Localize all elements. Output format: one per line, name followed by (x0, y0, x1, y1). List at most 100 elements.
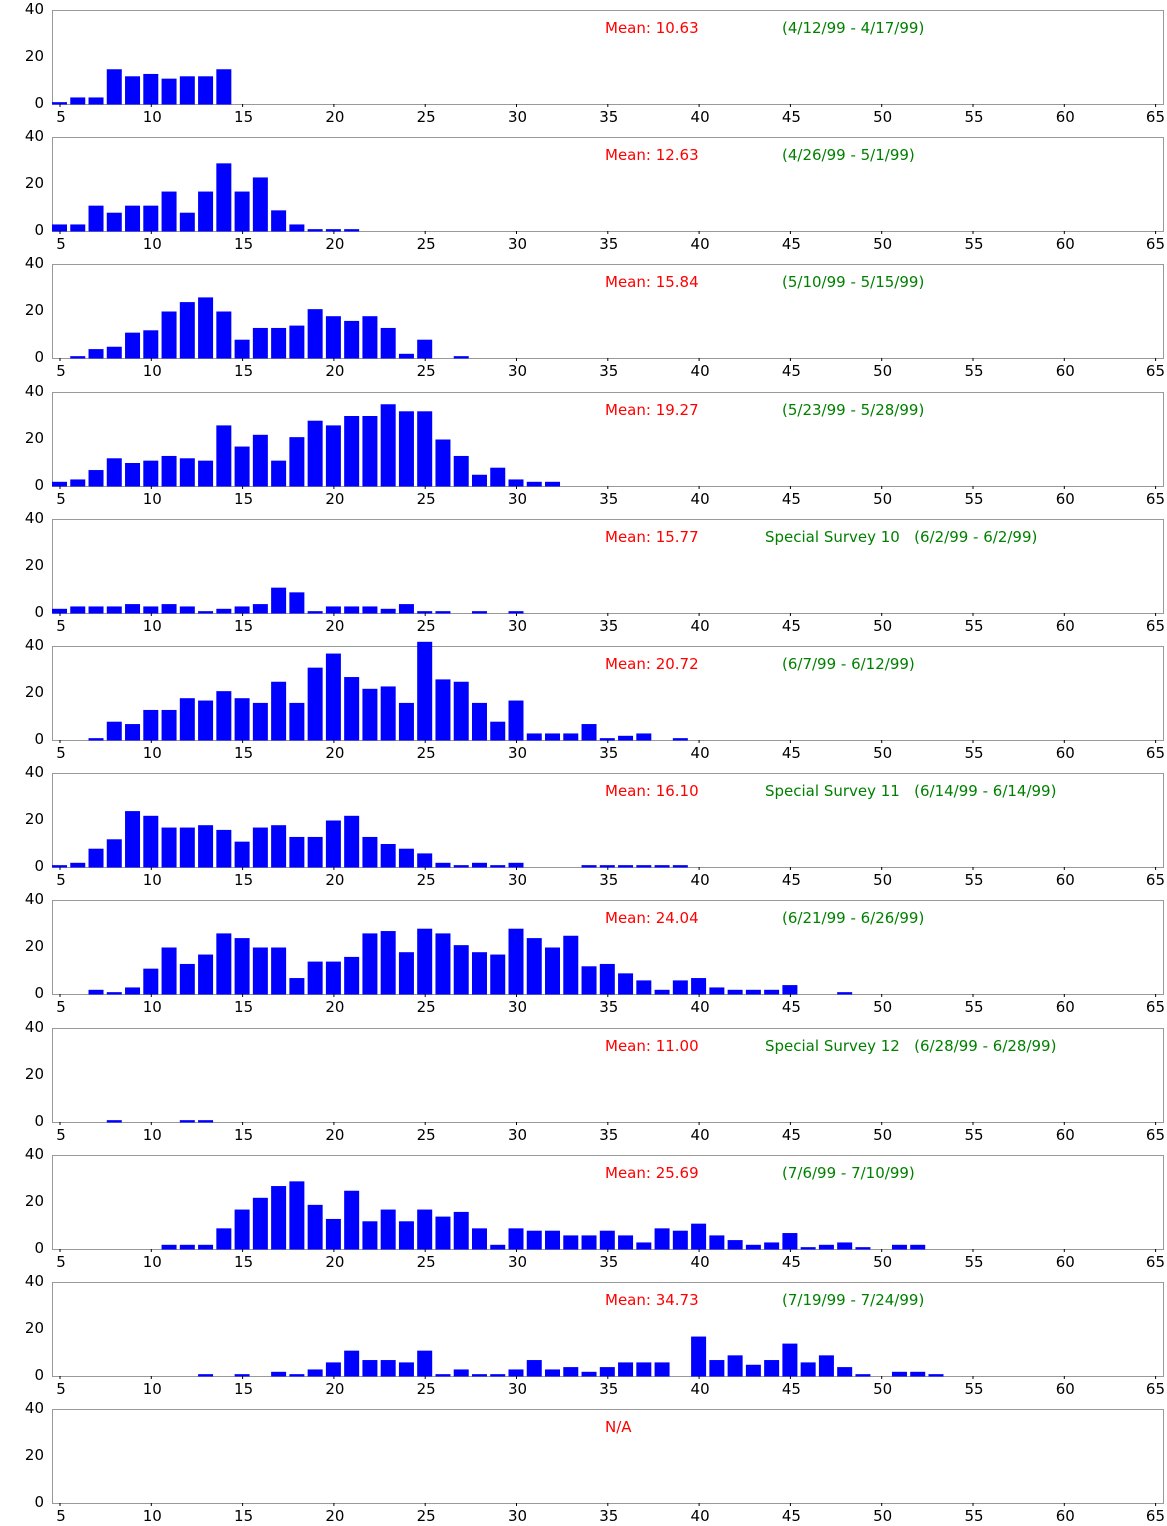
histogram-bar (70, 479, 85, 486)
x-tick-label: 25 (417, 617, 436, 635)
histogram-bar (180, 964, 195, 995)
histogram-bar (435, 1374, 450, 1376)
histogram-bar (344, 229, 359, 231)
histogram-bar (344, 1191, 359, 1250)
x-tick-label: 60 (1056, 1126, 1075, 1144)
x-tick-label: 50 (873, 490, 892, 508)
x-tick-label: 55 (964, 490, 983, 508)
histogram-bar (691, 978, 706, 994)
x-tick-label: 10 (143, 1253, 162, 1271)
histogram-bar (819, 1355, 834, 1376)
histogram-bar (399, 1362, 414, 1376)
histogram-bar (472, 611, 487, 613)
histogram-bar (180, 606, 195, 613)
histogram-bar (454, 357, 469, 359)
mean-label: Mean: 15.84 (605, 274, 699, 290)
histogram-bar (180, 458, 195, 486)
histogram-bar (472, 1228, 487, 1249)
histogram-bar (289, 592, 304, 613)
x-tick-label: 45 (782, 617, 801, 635)
histogram-plot: 5 10 15 20 25 30 35 40 45 50 55 60 65 (0, 0, 1167, 127)
histogram-bar (198, 1120, 213, 1122)
histogram-bar (454, 865, 469, 867)
x-tick-label: 35 (599, 998, 618, 1016)
histogram-bar (89, 738, 104, 740)
x-tick-label: 55 (964, 871, 983, 889)
histogram-bar (399, 953, 414, 995)
x-tick-label: 40 (691, 1126, 710, 1144)
histogram-bar (326, 962, 341, 995)
histogram-bar (618, 865, 633, 867)
histogram-bar (399, 703, 414, 741)
histogram-panel: 40 20 0 5 10 15 20 25 30 35 40 45 50 55 60 65 Mean: 15.7… (0, 509, 1167, 636)
histogram-bar (636, 981, 651, 995)
x-tick-label: 25 (417, 490, 436, 508)
histogram-bar (618, 1362, 633, 1376)
x-tick-label: 40 (691, 490, 710, 508)
x-tick-label: 45 (782, 490, 801, 508)
x-tick-label: 50 (873, 1507, 892, 1525)
histogram-bar (728, 1240, 743, 1249)
histogram-bar (618, 1235, 633, 1249)
x-tick-label: 5 (56, 362, 66, 380)
histogram-panel: 40 20 0 5 10 15 20 25 30 35 40 45 50 55 60 65 Mean: 34.7… (0, 1272, 1167, 1399)
x-tick-label: 35 (599, 871, 618, 889)
x-tick-label: 60 (1056, 998, 1075, 1016)
x-tick-label: 50 (873, 998, 892, 1016)
histogram-bar (855, 1374, 870, 1376)
histogram-bar (399, 411, 414, 486)
histogram-bar (235, 446, 250, 486)
histogram-bar (509, 1228, 524, 1249)
histogram-bar (125, 463, 140, 487)
x-tick-label: 20 (325, 617, 344, 635)
x-tick-label: 10 (143, 617, 162, 635)
x-tick-label: 30 (508, 744, 527, 762)
histogram-bar (381, 328, 396, 359)
x-tick-label: 60 (1056, 108, 1075, 126)
histogram-bar (344, 416, 359, 487)
histogram-bar (399, 1221, 414, 1249)
histogram-bar (417, 1351, 432, 1377)
histogram-panel: 40 20 0 5 10 15 20 25 30 35 40 45 50 55 60 65 Mean: 24.0… (0, 890, 1167, 1017)
histogram-bar (837, 993, 852, 995)
x-tick-label: 35 (599, 362, 618, 380)
x-tick-label: 55 (964, 1253, 983, 1271)
histogram-panel: 40 20 0 5 10 15 20 25 30 35 40 45 50 55 60 65 Mean: 25.6… (0, 1145, 1167, 1272)
histogram-bar (509, 1369, 524, 1376)
histogram-bar (928, 1374, 943, 1376)
x-tick-label: 40 (691, 871, 710, 889)
x-tick-label: 40 (691, 1380, 710, 1398)
histogram-bar (107, 213, 122, 232)
histogram-bar (216, 312, 231, 359)
x-tick-label: 65 (1146, 490, 1165, 508)
x-tick-label: 15 (234, 108, 253, 126)
histogram-panel: 40 20 0 5 10 15 20 25 30 35 40 45 50 55 60 65 N/A (0, 1399, 1167, 1526)
histogram-bar (655, 990, 670, 995)
x-tick-label: 20 (325, 871, 344, 889)
histogram-bar (399, 354, 414, 359)
x-tick-label: 10 (143, 998, 162, 1016)
histogram-bar (527, 1360, 542, 1376)
x-tick-label: 10 (143, 744, 162, 762)
x-tick-label: 15 (234, 362, 253, 380)
histogram-bar (709, 988, 724, 995)
histogram-bar (454, 1212, 469, 1250)
x-tick-label: 50 (873, 362, 892, 380)
histogram-bar (728, 990, 743, 995)
x-tick-label: 15 (234, 1380, 253, 1398)
histogram-bar (435, 679, 450, 740)
x-tick-label: 55 (964, 744, 983, 762)
histogram-bar (107, 839, 122, 867)
x-tick-label: 65 (1146, 235, 1165, 253)
histogram-bar (344, 957, 359, 995)
survey-period-label: Special Survey 11 (6/14/99 - 6/14/99) (765, 783, 1056, 799)
histogram-bar (563, 936, 578, 995)
histogram-bar (417, 642, 432, 741)
histogram-bar (216, 1228, 231, 1249)
x-tick-label: 35 (599, 108, 618, 126)
histogram-bar (143, 206, 158, 232)
histogram-bar (89, 990, 104, 995)
survey-period-label: (5/10/99 - 5/15/99) (782, 274, 924, 290)
histogram-bar (764, 1242, 779, 1249)
histogram-bar (198, 1245, 213, 1250)
